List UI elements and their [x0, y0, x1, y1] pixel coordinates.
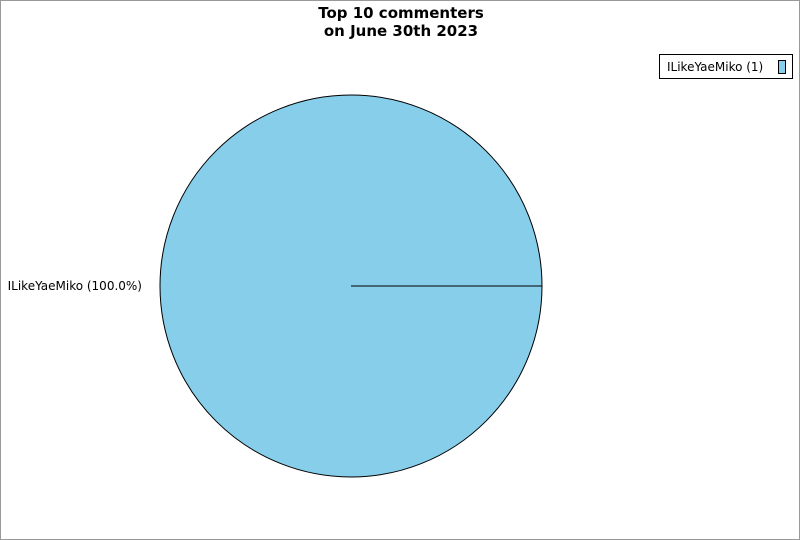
legend-box [659, 54, 793, 79]
legend-swatch [778, 60, 786, 74]
chart-title-line-2: on June 30th 2023 [324, 22, 478, 40]
chart-title-line-1: Top 10 commenters [318, 4, 484, 22]
slice-label: ILikeYaeMiko (100.0%) [8, 279, 142, 293]
legend: ILikeYaeMiko (1) [659, 54, 793, 79]
legend-label: ILikeYaeMiko (1) [667, 60, 763, 74]
